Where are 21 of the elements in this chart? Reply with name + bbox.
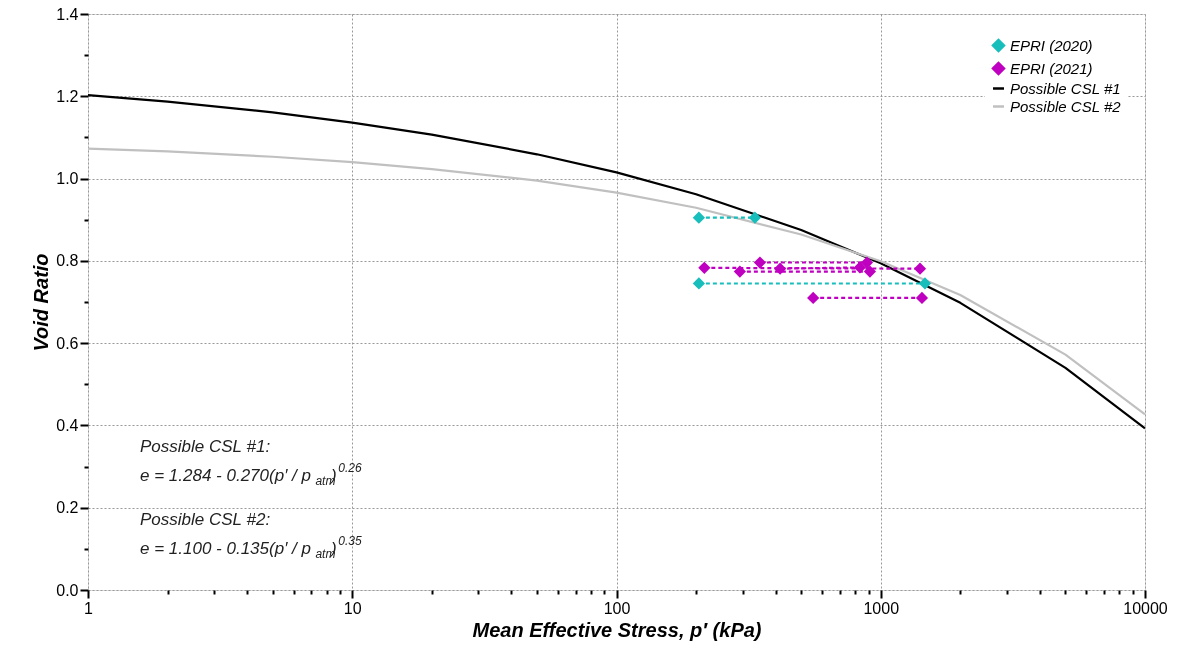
- legend-label: Possible CSL #1: [1010, 79, 1121, 97]
- annotation: Possible CSL #2:: [140, 510, 271, 529]
- legend-label: Possible CSL #2: [1010, 97, 1122, 115]
- x-tick-label: 10000: [1123, 599, 1168, 617]
- x-tick-label: 1000: [863, 599, 900, 617]
- y-tick-label: 1.0: [56, 170, 79, 188]
- y-tick-label: 1.2: [56, 87, 79, 105]
- y-tick-label: 1.4: [56, 5, 79, 23]
- y-tick-label: 0.6: [56, 334, 79, 352]
- y-tick-label: 0.4: [56, 416, 79, 434]
- x-tick-label: 100: [603, 599, 631, 617]
- legend-label: EPRI (2020): [1010, 36, 1093, 54]
- y-tick-label: 0.0: [56, 581, 79, 599]
- x-tick-label: 10: [343, 599, 362, 617]
- legend-label: EPRI (2021): [1010, 59, 1093, 77]
- y-axis-title: Void Ratio: [30, 253, 53, 352]
- x-axis-title: Mean Effective Stress, p′ (kPa): [472, 618, 762, 641]
- y-tick-label: 0.2: [56, 499, 79, 517]
- x-tick-label: 1: [84, 599, 94, 617]
- annotation: Possible CSL #1:: [140, 437, 271, 456]
- y-tick-label: 0.8: [56, 252, 79, 270]
